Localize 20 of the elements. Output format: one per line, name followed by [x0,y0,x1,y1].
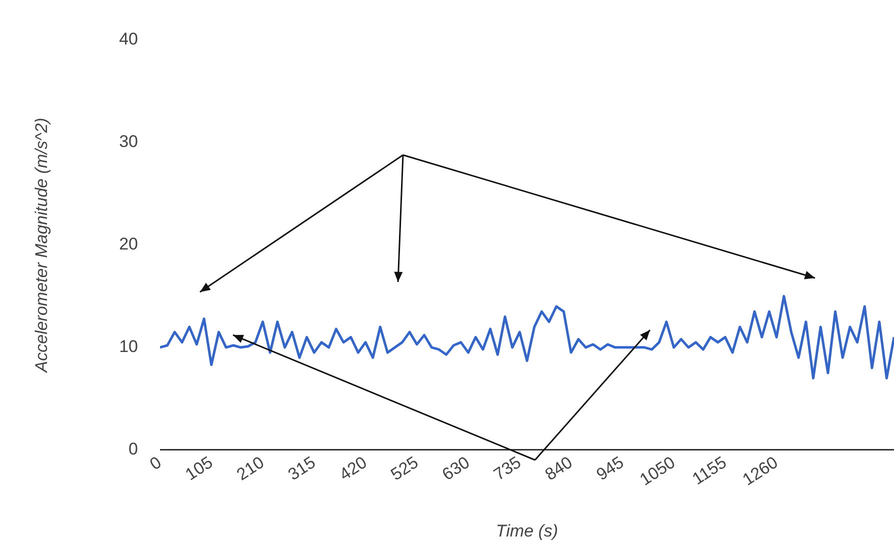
y-tick-label: 20 [119,234,138,254]
x-tick-label: 105 [182,452,216,484]
y-tick-label: 10 [119,337,138,356]
y-axis-title: Accelerometer Magnitude (m/s^2) [32,118,51,374]
x-tick-label: 945 [593,452,628,484]
y-tick-label: 0 [128,440,138,459]
x-tick-label: 420 [336,452,370,484]
x-tick-label: 1050 [636,452,679,490]
x-axis-title: Time (s) [496,522,558,541]
x-tick-label: 315 [284,452,319,484]
x-tick-label: 1155 [688,452,730,489]
y-tick-label: 40 [119,30,138,49]
x-tick-label: 0 [146,452,165,474]
x-tick-label: 210 [233,452,268,484]
y-tick-label: 30 [119,132,138,152]
x-tick-label: 1260 [739,452,782,490]
x-tick-label: 630 [438,452,474,484]
x-tick-label: 525 [388,452,422,484]
x-tick-label: 840 [542,452,576,484]
x-tick-label: 735 [490,452,524,484]
